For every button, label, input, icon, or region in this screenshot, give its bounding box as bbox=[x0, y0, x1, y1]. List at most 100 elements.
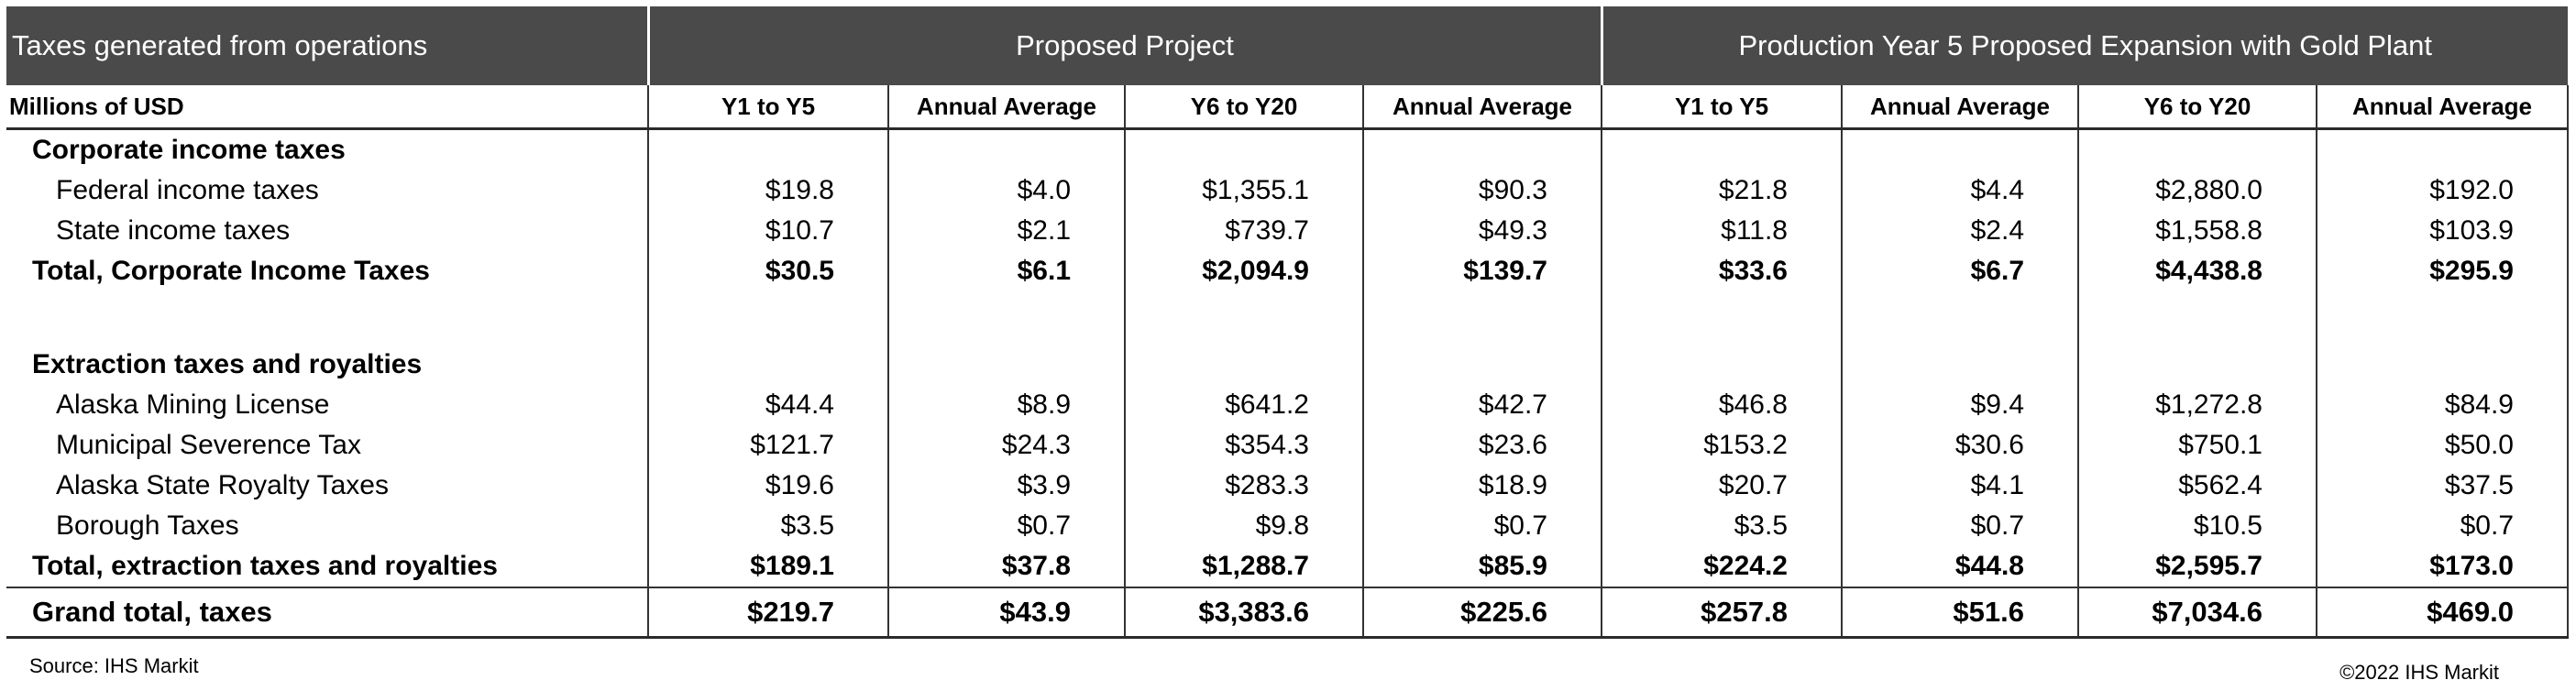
table-cell: $4,438.8 bbox=[2077, 251, 2317, 291]
table-cell: $750.1 bbox=[2077, 425, 2317, 466]
table-cell: $469.0 bbox=[2316, 587, 2569, 639]
table-cell: $173.0 bbox=[2316, 546, 2569, 588]
table-cell: $90.3 bbox=[1362, 170, 1602, 211]
row-label: Alaska State Royalty Taxes bbox=[56, 470, 389, 500]
table-cell: $4.4 bbox=[1841, 170, 2078, 211]
column-header: Y1 to Y5 bbox=[647, 85, 888, 130]
column-header: Y6 to Y20 bbox=[2077, 85, 2317, 130]
column-header: Annual Average bbox=[1362, 85, 1602, 130]
table-cell: $33.6 bbox=[1601, 251, 1842, 291]
table-cell: $225.6 bbox=[1362, 587, 1602, 639]
units-label: Millions of USD bbox=[6, 85, 648, 130]
table-cell: $24.3 bbox=[887, 425, 1125, 466]
row-label: Federal income taxes bbox=[56, 175, 319, 205]
table-cell: $19.6 bbox=[647, 466, 888, 506]
table-cell: $641.2 bbox=[1124, 385, 1363, 425]
table-row: Federal income taxes $19.8 $4.0 $1,355.1… bbox=[6, 170, 2569, 211]
table-cell: $219.7 bbox=[647, 587, 888, 639]
table-cell: $2.4 bbox=[1841, 211, 2078, 251]
column-header: Annual Average bbox=[1841, 85, 2078, 130]
row-label: Total, extraction taxes and royalties bbox=[6, 546, 648, 588]
column-header: Y6 to Y20 bbox=[1124, 85, 1363, 130]
table-cell: $9.4 bbox=[1841, 385, 2078, 425]
table-cell: $283.3 bbox=[1124, 466, 1363, 506]
table-cell: $3.5 bbox=[1601, 506, 1842, 546]
table-cell: $153.2 bbox=[1601, 425, 1842, 466]
row-label: Municipal Severence Tax bbox=[56, 430, 361, 460]
group-header-expansion: Production Year 5 Proposed Expansion wit… bbox=[1600, 6, 2568, 85]
table-cell: $0.7 bbox=[1362, 506, 1602, 546]
table-cell: $30.6 bbox=[1841, 425, 2078, 466]
table-cell: $84.9 bbox=[2316, 385, 2569, 425]
table-header-row: Taxes generated from operations Proposed… bbox=[6, 6, 2568, 85]
column-header: Annual Average bbox=[887, 85, 1125, 130]
table-cell: $562.4 bbox=[2077, 466, 2317, 506]
source-note: Source: IHS Markit bbox=[29, 654, 199, 677]
table-cell: $49.3 bbox=[1362, 211, 1602, 251]
row-label: Total, Corporate Income Taxes bbox=[32, 256, 430, 286]
table-cell: $0.7 bbox=[2316, 506, 2569, 546]
table-row: Municipal Severence Tax $121.7 $24.3 $35… bbox=[6, 425, 2569, 466]
table-cell: $3,383.6 bbox=[1124, 587, 1363, 639]
table-cell: $139.7 bbox=[1362, 251, 1602, 291]
table-cell: $354.3 bbox=[1124, 425, 1363, 466]
table-cell: $30.5 bbox=[647, 251, 888, 291]
section-heading-corporate: Corporate income taxes bbox=[32, 135, 346, 165]
table-cell: $6.1 bbox=[887, 251, 1125, 291]
table-row: Alaska State Royalty Taxes $19.6 $3.9 $2… bbox=[6, 466, 2569, 506]
table-cell: $44.8 bbox=[1841, 546, 2078, 588]
table-cell: $42.7 bbox=[1362, 385, 1602, 425]
table-cell: $6.7 bbox=[1841, 251, 2078, 291]
column-header: Y1 to Y5 bbox=[1601, 85, 1842, 130]
subtotal-row: Total, extraction taxes and royalties $1… bbox=[6, 546, 2569, 588]
taxes-table: Taxes generated from operations Proposed… bbox=[6, 6, 2569, 639]
table-row: Borough Taxes $3.5 $0.7 $9.8 $0.7 $3.5 $… bbox=[6, 506, 2569, 546]
table-cell: $2.1 bbox=[887, 211, 1125, 251]
table-cell: $4.0 bbox=[887, 170, 1125, 211]
section-heading-row: Corporate income taxes bbox=[6, 128, 2569, 170]
table-cell: $2,094.9 bbox=[1124, 251, 1363, 291]
table-cell: $257.8 bbox=[1601, 587, 1842, 639]
copyright-note: ©2022 IHS Markit bbox=[2339, 661, 2499, 684]
table-cell: $0.7 bbox=[1841, 506, 2078, 546]
row-label: Borough Taxes bbox=[56, 510, 239, 541]
table-cell: $192.0 bbox=[2316, 170, 2569, 211]
column-header-row: Millions of USD Y1 to Y5 Annual Average … bbox=[6, 85, 2569, 130]
tax-table-container: Taxes generated from operations Proposed… bbox=[6, 6, 2569, 639]
table-cell: $103.9 bbox=[2316, 211, 2569, 251]
table-cell: $46.8 bbox=[1601, 385, 1842, 425]
table-row: Alaska Mining License $44.4 $8.9 $641.2 … bbox=[6, 385, 2569, 425]
subtotal-row: Total, Corporate Income Taxes $30.5 $6.1… bbox=[6, 251, 2569, 291]
table-cell: $189.1 bbox=[647, 546, 888, 588]
table-cell: $51.6 bbox=[1841, 587, 2078, 639]
row-label: Grand total, taxes bbox=[6, 587, 648, 639]
table-cell: $43.9 bbox=[887, 587, 1125, 639]
table-cell: $37.8 bbox=[887, 546, 1125, 588]
table-cell: $21.8 bbox=[1601, 170, 1842, 211]
table-cell: $85.9 bbox=[1362, 546, 1602, 588]
row-label: State income taxes bbox=[56, 215, 291, 246]
table-cell: $37.5 bbox=[2316, 466, 2569, 506]
table-cell: $0.7 bbox=[887, 506, 1125, 546]
section-heading-row: Extraction taxes and royalties bbox=[6, 345, 2569, 385]
table-cell: $3.5 bbox=[647, 506, 888, 546]
table-cell: $10.5 bbox=[2077, 506, 2317, 546]
table-cell: $7,034.6 bbox=[2077, 587, 2317, 639]
table-cell: $8.9 bbox=[887, 385, 1125, 425]
table-cell: $121.7 bbox=[647, 425, 888, 466]
spacer-row bbox=[6, 291, 2569, 345]
table-cell: $2,880.0 bbox=[2077, 170, 2317, 211]
table-cell: $23.6 bbox=[1362, 425, 1602, 466]
table-cell: $2,595.7 bbox=[2077, 546, 2317, 588]
table-title: Taxes generated from operations bbox=[6, 6, 648, 85]
group-header-proposed-project: Proposed Project bbox=[646, 6, 1602, 85]
table-row: State income taxes $10.7 $2.1 $739.7 $49… bbox=[6, 211, 2569, 251]
table-cell: $50.0 bbox=[2316, 425, 2569, 466]
table-cell: $4.1 bbox=[1841, 466, 2078, 506]
table-cell: $20.7 bbox=[1601, 466, 1842, 506]
table-cell: $224.2 bbox=[1601, 546, 1842, 588]
table-cell: $18.9 bbox=[1362, 466, 1602, 506]
row-label: Alaska Mining License bbox=[56, 389, 330, 420]
table-cell: $19.8 bbox=[647, 170, 888, 211]
table-cell: $1,272.8 bbox=[2077, 385, 2317, 425]
